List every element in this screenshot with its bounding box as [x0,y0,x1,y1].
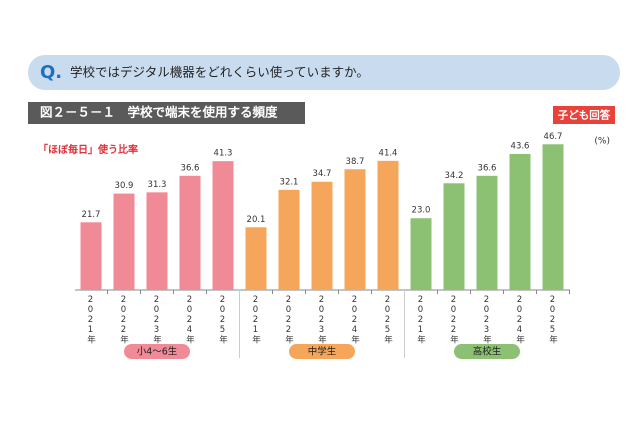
chart-title: 図２－５－１ 学校で端末を使用する頻度 [40,105,278,120]
x-tick-label: 2023年 [482,295,492,344]
bar [476,175,498,290]
value-label: 30.9 [115,181,134,191]
bar [311,181,333,290]
value-label: 31.3 [148,180,167,190]
value-label: 34.7 [313,169,332,179]
bar [245,227,267,290]
question-text: 学校ではデジタル機器をどれくらい使っていますか。 [70,65,369,80]
x-tick-label: 2022年 [119,295,129,344]
group-label: 中学生 [308,346,337,358]
x-tick-label: 2025年 [548,295,558,344]
bar [80,222,102,290]
x-tick-label: 2023年 [152,295,162,344]
x-tick-label: 2021年 [86,295,96,344]
question-mark: Q. [40,62,62,83]
group-pill [124,344,190,359]
bar [377,160,399,290]
badge-text: 子ども回答 [558,109,611,122]
value-label: 43.6 [511,141,530,151]
bar [146,192,168,290]
badge [553,106,615,124]
value-label: 23.0 [412,206,431,216]
bar [113,193,135,290]
x-tick-label: 2024年 [185,295,195,344]
value-label: 41.3 [214,149,233,159]
bar [344,169,366,290]
bar [410,218,432,290]
bar [212,161,234,290]
x-tick-label: 2021年 [251,295,261,344]
group-label: 小4～6生 [137,346,178,358]
x-tick-label: 2023年 [317,295,327,344]
bar [443,183,465,290]
bar [179,175,201,290]
bar [509,153,531,290]
question-banner [28,55,620,90]
title-bar [28,102,305,124]
x-tick-label: 2024年 [350,295,360,344]
x-tick-label: 2025年 [383,295,393,344]
bar [278,189,300,290]
x-tick-label: 2021年 [416,295,426,344]
value-label: 21.7 [82,210,101,220]
value-label: 46.7 [544,132,563,142]
x-tick-label: 2025年 [218,295,228,344]
value-label: 20.1 [247,215,266,225]
value-label: 36.6 [181,163,200,173]
x-tick-label: 2024年 [515,295,525,344]
value-label: 36.6 [478,163,497,173]
group-label: 高校生 [473,346,502,358]
bar [542,144,564,290]
value-label: 38.7 [346,157,365,167]
unit-label: (%) [594,137,610,147]
group-pill [289,344,355,359]
y-axis-label: 「ほぼ毎日」使う比率 [38,143,138,156]
value-label: 41.4 [379,148,398,158]
x-tick-label: 2022年 [284,295,294,344]
value-label: 34.2 [445,171,464,181]
group-pill [454,344,520,359]
x-tick-label: 2022年 [449,295,459,344]
value-label: 32.1 [280,177,299,187]
